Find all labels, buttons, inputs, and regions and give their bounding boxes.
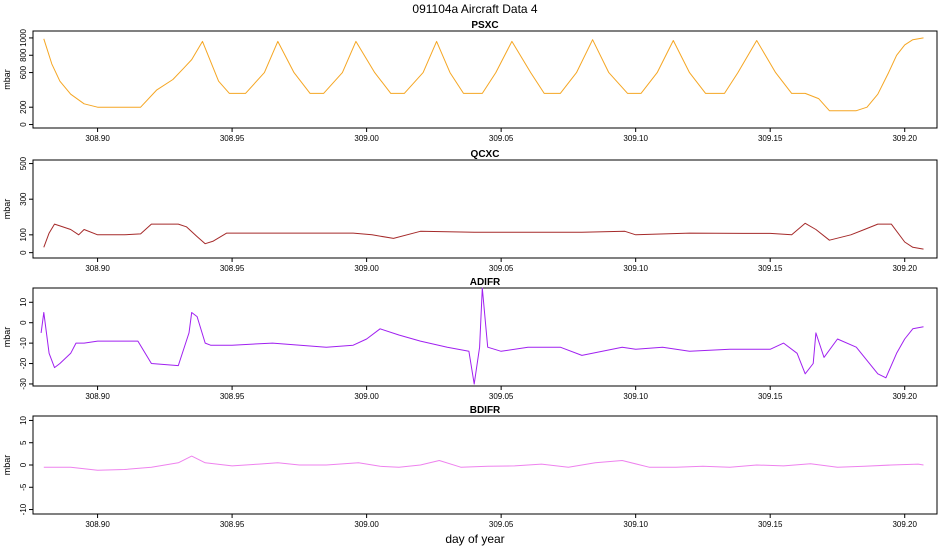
y-tick-label: 500 (19, 156, 28, 170)
x-tick-label: 309.10 (623, 264, 648, 273)
main-title: 091104a Aircraft Data 4 (412, 2, 538, 16)
x-tick-label: 309.15 (758, 392, 783, 401)
y-tick-label: -10 (19, 503, 28, 515)
x-tick-label: 308.95 (220, 520, 245, 529)
y-tick-label: 200 (19, 100, 28, 114)
x-tick-label: 309.20 (892, 520, 917, 529)
y-tick-label: -5 (19, 483, 28, 491)
plot-frame (32, 30, 938, 129)
x-tick-label: 308.95 (220, 134, 245, 143)
x-tick-label: 308.90 (85, 392, 110, 401)
x-tick-label: 309.10 (623, 520, 648, 529)
y-tick-label: 0 (19, 122, 28, 127)
x-tick-label: 309.15 (758, 264, 783, 273)
y-tick-label: 10 (19, 297, 28, 306)
plot-frame (32, 287, 938, 387)
y-tick-label: 300 (19, 192, 28, 206)
y-axis-label: mbar (2, 327, 12, 348)
y-tick-label: 800 (19, 48, 28, 62)
x-tick-label: 309.00 (354, 520, 379, 529)
y-tick-label: -20 (19, 357, 28, 369)
x-axis-label: day of year (445, 532, 504, 546)
x-tick-label: 308.90 (85, 264, 110, 273)
chart-panels: PSXC mbar 308.90 308.95 309.00 309.05 309.10 30… (2, 20, 938, 529)
panel-bdifr: BDIFR mbar 308.90 308.95 309.00 309.05 309.10 3… (2, 405, 938, 529)
series-line-psxc (43, 37, 924, 112)
panel-qcxc: QCXC mbar 308.90 308.95 309.00 309.05 309.10 30… (2, 149, 938, 273)
y-axis-label: mbar (2, 455, 12, 476)
x-tick-label: 308.95 (220, 264, 245, 273)
plot-frame (32, 415, 938, 515)
y-tick-label: 0 (19, 320, 28, 325)
panel-psxc: PSXC mbar 308.90 308.95 309.00 309.05 309.10 30… (2, 20, 938, 143)
panel-title: BDIFR (470, 405, 501, 416)
x-tick-label: 309.05 (489, 392, 514, 401)
x-tick-label: 308.90 (85, 134, 110, 143)
y-tick-label: 0 (19, 462, 28, 467)
x-tick-label: 309.05 (489, 520, 514, 529)
y-axis-label: mbar (2, 199, 12, 220)
series-line-bdifr (43, 455, 924, 471)
x-tick-label: 309.00 (354, 392, 379, 401)
x-tick-label: 309.10 (623, 392, 648, 401)
series-line-adifr (40, 287, 924, 385)
series-line-qcxc (43, 222, 924, 250)
y-tick-label: 1000 (19, 28, 28, 46)
x-tick-label: 309.15 (758, 134, 783, 143)
plot-frame (32, 159, 938, 259)
x-tick-label: 308.90 (85, 520, 110, 529)
y-axis-label: mbar (2, 69, 12, 90)
x-tick-label: 309.10 (623, 134, 648, 143)
x-tick-label: 309.20 (892, 264, 917, 273)
x-tick-label: 309.20 (892, 134, 917, 143)
y-tick-label: 0 (19, 250, 28, 255)
panel-title: QCXC (471, 149, 500, 160)
x-tick-label: 309.00 (354, 264, 379, 273)
x-tick-label: 308.95 (220, 392, 245, 401)
panel-title: PSXC (471, 20, 498, 31)
y-tick-label: -30 (19, 378, 28, 390)
y-tick-label: 5 (19, 440, 28, 445)
x-tick-label: 309.15 (758, 520, 783, 529)
x-tick-label: 309.05 (489, 264, 514, 273)
x-tick-label: 309.05 (489, 134, 514, 143)
y-tick-label: -10 (19, 337, 28, 349)
y-tick-label: 600 (19, 65, 28, 79)
panel-title: ADIFR (470, 277, 501, 288)
x-tick-label: 309.00 (354, 134, 379, 143)
y-tick-label: 10 (19, 415, 28, 424)
x-tick-label: 309.20 (892, 392, 917, 401)
panel-adifr: ADIFR mbar 308.90 308.95 309.00 309.05 309.10 3… (2, 277, 938, 401)
y-tick-label: 100 (19, 228, 28, 242)
